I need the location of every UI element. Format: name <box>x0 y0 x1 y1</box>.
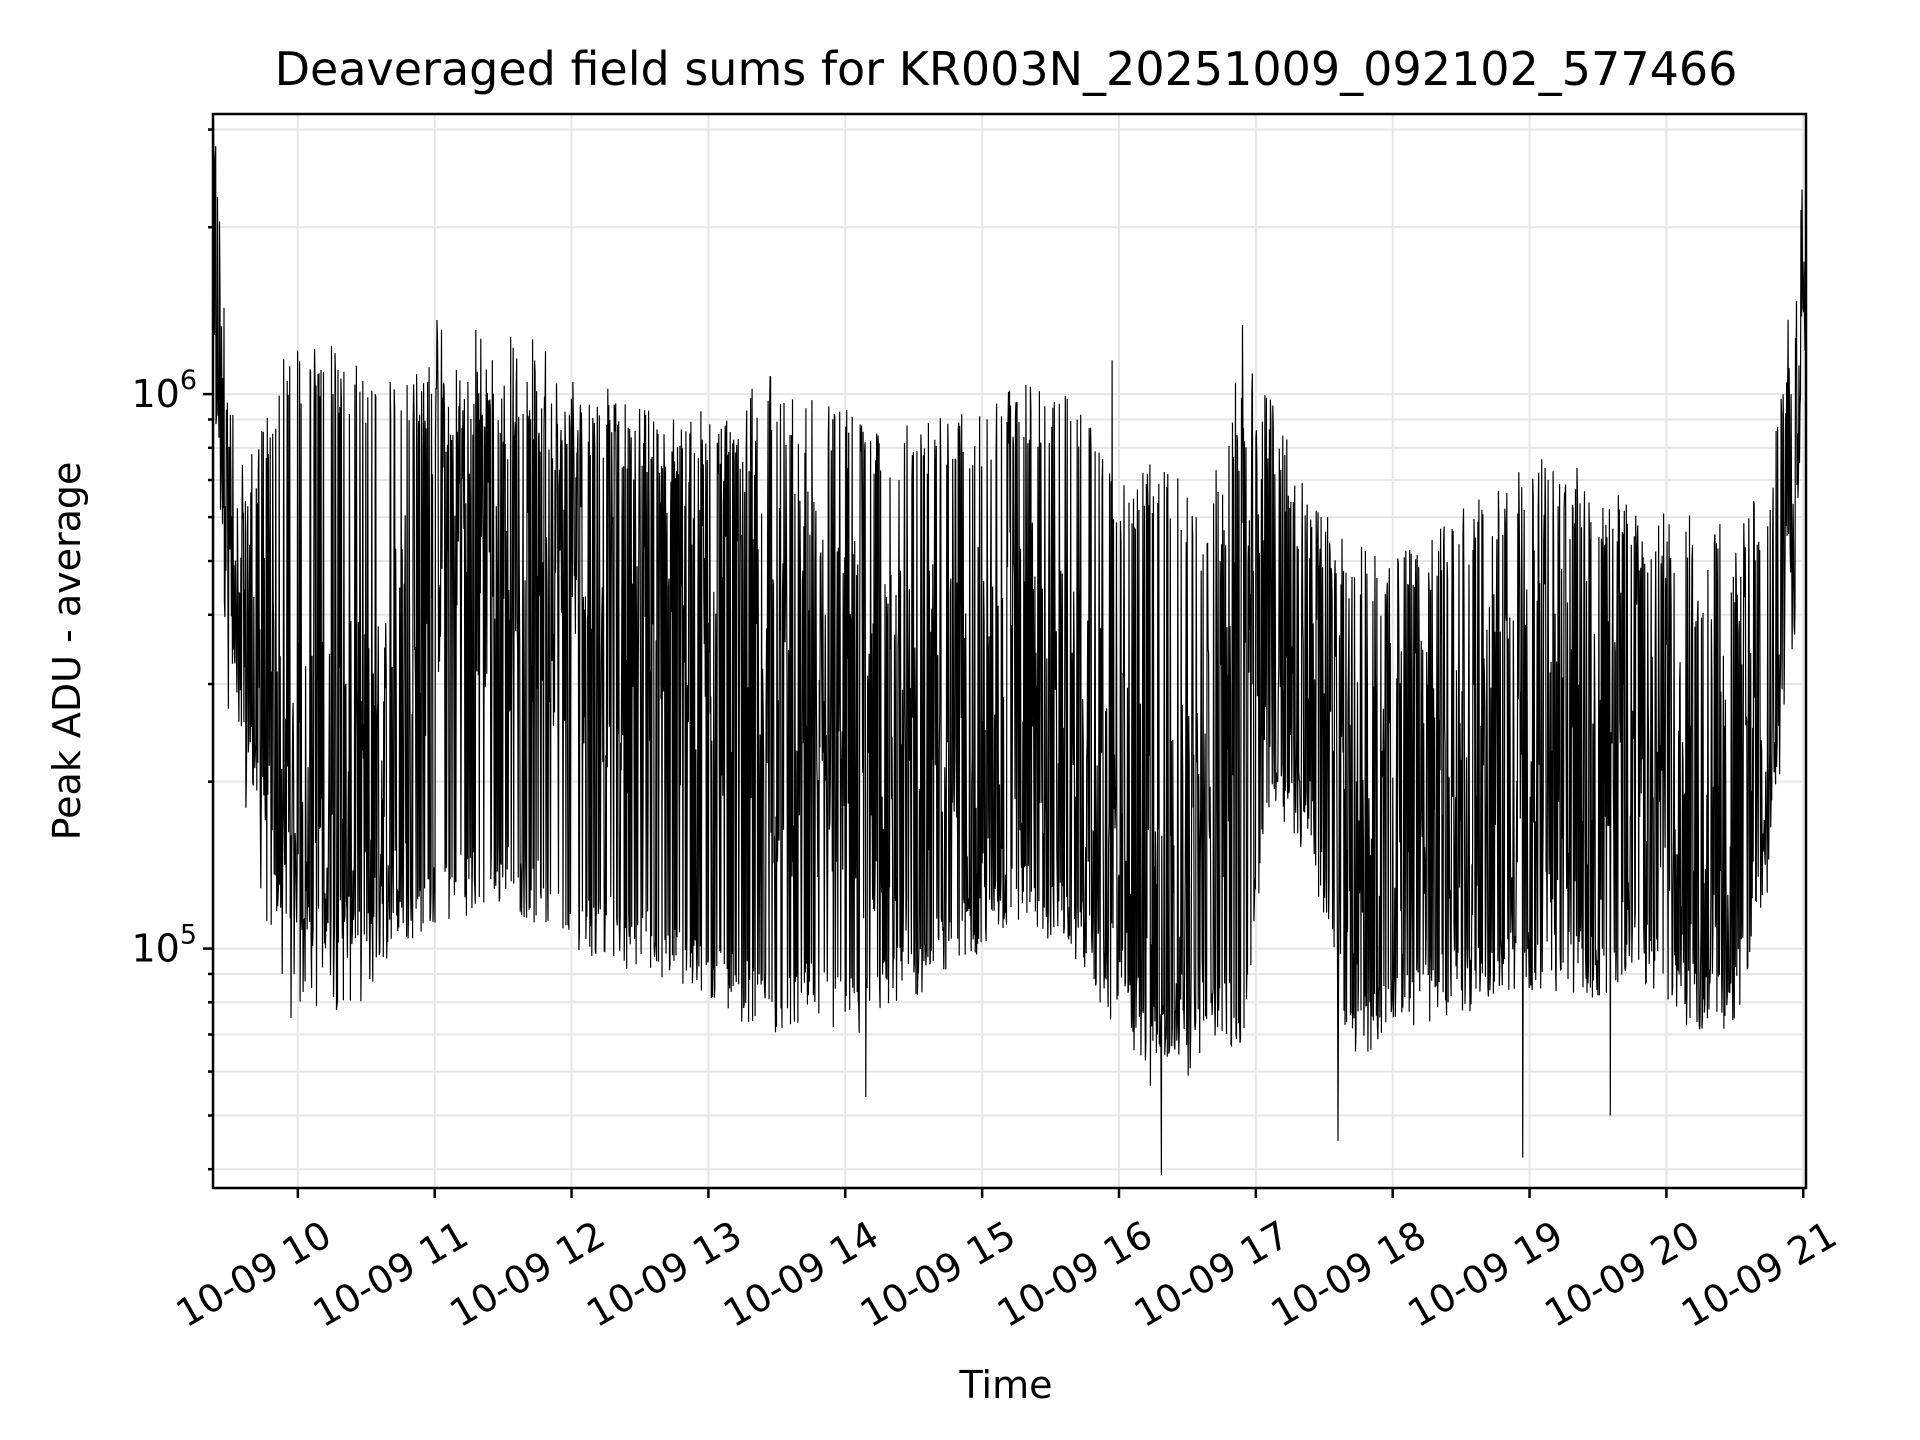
plot-frame <box>211 112 1808 1190</box>
y-axis: 105 106 <box>131 128 213 1171</box>
x-tick-label: 10-09 13 <box>579 1212 749 1336</box>
y-tick-label: 105 <box>131 920 197 971</box>
series-layer <box>212 118 1807 1176</box>
x-tick-label: 10-09 18 <box>1263 1212 1433 1336</box>
x-tick-label: 10-09 15 <box>853 1212 1023 1336</box>
x-tick-label: 10-09 21 <box>1674 1212 1844 1336</box>
x-tick-label: 10-09 19 <box>1400 1212 1570 1336</box>
x-tick-label: 10-09 12 <box>442 1212 612 1336</box>
chart-title: Deaveraged field sums for KR003N_2025100… <box>275 42 1738 96</box>
x-tick-label: 10-09 14 <box>716 1212 886 1336</box>
x-axis-label: Time <box>959 1363 1053 1407</box>
x-tick-label: 10-09 17 <box>1127 1212 1297 1336</box>
x-tick-label: 10-09 16 <box>990 1212 1160 1336</box>
x-tick-label: 10-09 10 <box>169 1212 339 1336</box>
x-tick-label: 10-09 20 <box>1537 1212 1707 1336</box>
series-line <box>212 118 1807 1176</box>
y-axis-label: Peak ADU - average <box>45 462 89 841</box>
x-tick-label: 10-09 11 <box>305 1212 475 1336</box>
y-tick-label: 106 <box>131 365 197 416</box>
